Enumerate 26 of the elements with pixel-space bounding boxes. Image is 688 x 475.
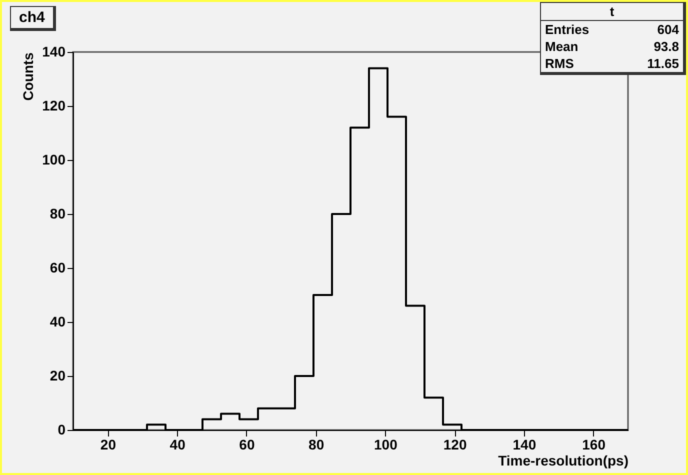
- text: 604: [657, 22, 679, 37]
- x-tick-label: 120: [443, 436, 467, 452]
- x-tick-label: 140: [512, 436, 536, 452]
- y-tick-label: 0: [58, 422, 66, 438]
- text: 93.8: [654, 39, 679, 54]
- y-tick-label: 40: [50, 314, 66, 330]
- text: Entries: [545, 22, 590, 37]
- x-tick-label: 160: [582, 436, 606, 452]
- x-tick-label: 80: [308, 436, 324, 452]
- y-tick-label: 60: [50, 260, 66, 276]
- y-axis-title: Counts: [20, 52, 36, 101]
- annotation: Mean: [545, 39, 578, 54]
- text: t: [541, 3, 683, 21]
- y-tick-label: 100: [42, 152, 66, 168]
- annotation: RMS: [545, 56, 574, 71]
- y-tick-label: 120: [42, 98, 66, 114]
- x-tick-label: 60: [239, 436, 255, 452]
- x-tick-label: 100: [374, 436, 398, 452]
- y-tick-label: 80: [50, 206, 66, 222]
- chart-title: ch4: [10, 6, 56, 31]
- x-tick-label: 40: [170, 436, 186, 452]
- x-axis-title: Time-resolution(ps): [498, 452, 628, 468]
- text: 11.65: [647, 56, 679, 71]
- x-tick-label: 20: [100, 436, 116, 452]
- y-tick-label: 140: [42, 44, 66, 60]
- y-tick-label: 20: [50, 368, 66, 384]
